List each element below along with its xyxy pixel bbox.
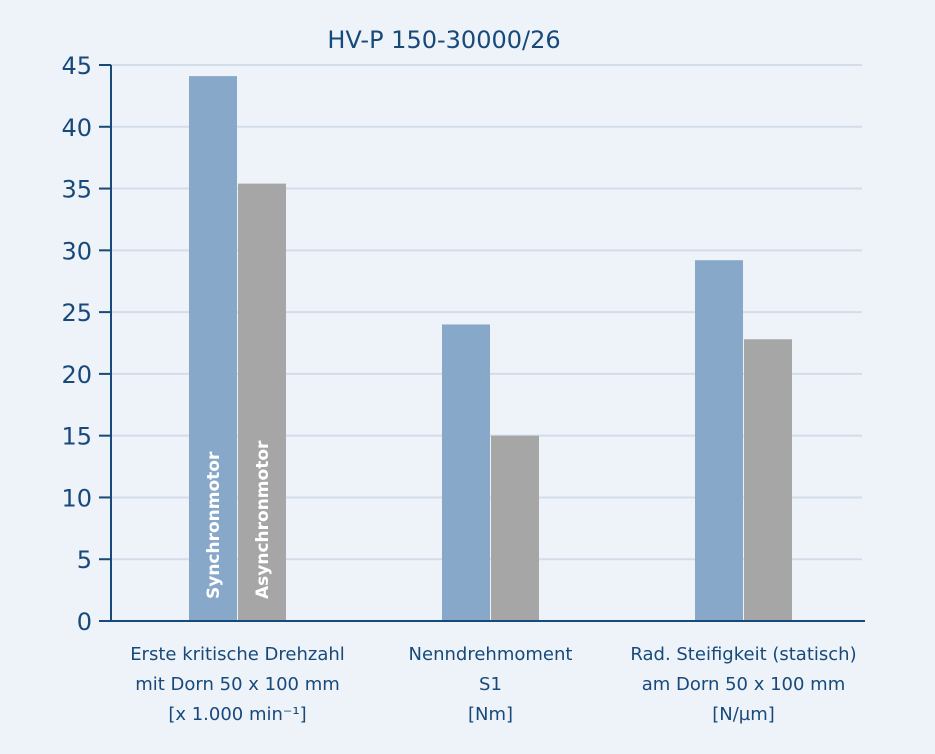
bar-asynchronmotor	[238, 183, 286, 621]
y-tick-label: 35	[61, 176, 92, 204]
category-label: Erste kritische Drehzahl	[130, 644, 345, 665]
y-tick-label: 20	[61, 361, 92, 389]
bar-synchronmotor	[189, 76, 237, 622]
bar-asynchronmotor	[491, 435, 539, 621]
y-tick-label: 5	[77, 546, 92, 574]
y-tick-label: 25	[61, 299, 92, 327]
y-tick-label: 10	[61, 484, 92, 512]
category-label: S1	[479, 674, 502, 695]
category-label: [N/µm]	[712, 704, 775, 725]
y-tick-label: 40	[61, 114, 92, 142]
bar-synchronmotor	[442, 324, 490, 621]
series-label: Synchronmotor	[204, 451, 224, 599]
bar-synchronmotor	[695, 260, 743, 621]
category-label: am Dorn 50 x 100 mm	[642, 674, 846, 695]
y-tick-label: 45	[61, 52, 92, 80]
category-label: Rad. Steifigkeit (statisch)	[630, 644, 856, 665]
bar-asynchronmotor	[744, 339, 792, 621]
y-tick-label: 0	[77, 608, 92, 636]
y-tick-label: 15	[61, 423, 92, 451]
y-tick-label: 30	[61, 237, 92, 265]
category-label: [x 1.000 min⁻¹]	[168, 704, 306, 725]
chart-title: HV-P 150-30000/26	[327, 26, 560, 54]
category-label: Nenndrehmoment	[409, 644, 573, 665]
category-label: mit Dorn 50 x 100 mm	[135, 674, 340, 695]
category-label: [Nm]	[468, 704, 513, 725]
series-label: Asynchronmotor	[253, 440, 273, 599]
